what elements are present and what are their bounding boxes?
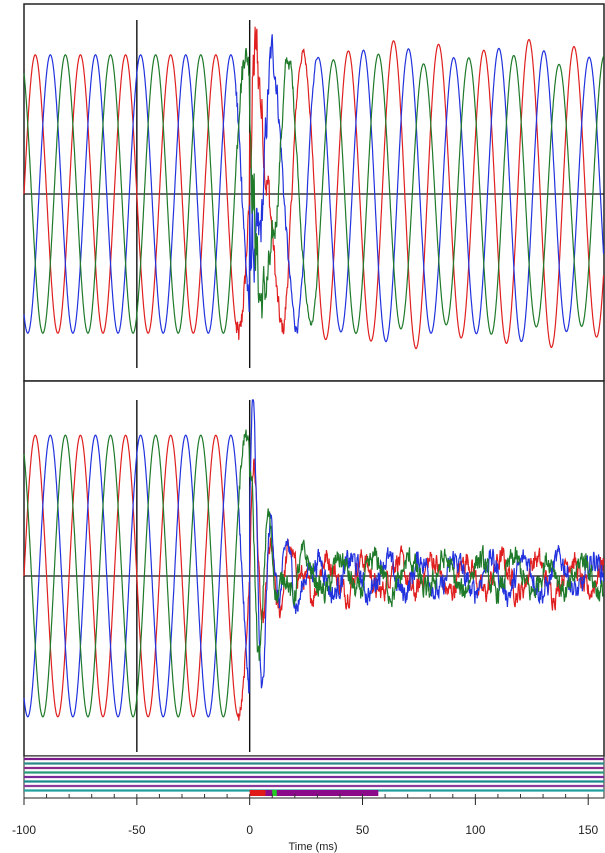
- upper-panel-series: [23, 20, 605, 368]
- x-tick-label: 50: [356, 823, 370, 837]
- x-tick-label: 100: [465, 823, 485, 837]
- time-axis: -100 -50 0 50 100 150: [12, 798, 599, 837]
- lower-panel-series: [23, 399, 605, 752]
- x-axis-title: Time (ms): [288, 841, 337, 853]
- series-line: [23, 47, 605, 335]
- x-tick-label: 0: [246, 823, 253, 837]
- x-tick-label: -50: [128, 823, 146, 837]
- series-line: [23, 429, 604, 718]
- series-line: [23, 434, 605, 721]
- digital-event-bar: [249, 790, 266, 796]
- series-line: [23, 34, 605, 343]
- x-tick-label: -100: [12, 823, 36, 837]
- series-line: [23, 26, 605, 350]
- x-tick-label: 150: [578, 823, 598, 837]
- digital-event-bar: [265, 790, 379, 796]
- digital-channels: [23, 757, 604, 798]
- digital-event-bar: [272, 790, 277, 796]
